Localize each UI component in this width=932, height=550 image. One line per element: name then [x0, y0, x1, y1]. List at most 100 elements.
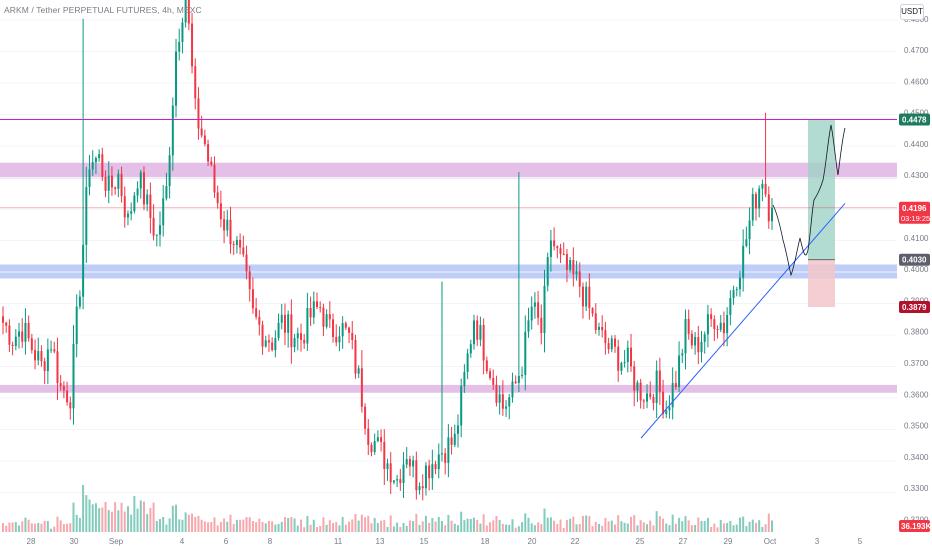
candle-body — [521, 374, 524, 376]
candle-body — [207, 144, 210, 162]
candle-body — [540, 317, 543, 334]
candle-body — [117, 173, 120, 189]
candle-body — [466, 353, 469, 372]
volume-bar — [226, 521, 229, 532]
volume-bar — [94, 503, 97, 532]
volume-bar — [159, 518, 162, 532]
candle-body — [732, 290, 735, 299]
price-tick-label: 0.3600 — [904, 390, 929, 399]
volume-bar — [690, 525, 693, 532]
volume-bar — [376, 523, 379, 532]
candle-body — [726, 314, 729, 334]
candle-body — [418, 486, 421, 491]
candle-body — [649, 393, 652, 397]
volume-bar — [758, 520, 761, 532]
candle-body — [85, 187, 88, 245]
volume-bar — [242, 519, 245, 532]
candle-body — [18, 331, 21, 337]
candle-body — [376, 437, 379, 442]
candle-body — [123, 196, 126, 218]
price-tick-label: 0.3800 — [904, 328, 929, 337]
volume-bar — [463, 520, 466, 532]
candle-body — [710, 314, 713, 320]
candle-body — [386, 463, 389, 470]
candle-body — [581, 286, 584, 307]
candle-body — [11, 344, 14, 346]
volume-bar — [364, 517, 367, 532]
volume-bar — [604, 517, 607, 532]
volume-bar — [152, 502, 155, 532]
candle-body — [684, 318, 687, 354]
entry-tag-bg — [899, 253, 930, 266]
candle-body — [617, 346, 620, 371]
volume-bar — [636, 525, 639, 532]
time-tick-label: 27 — [679, 537, 688, 546]
candle-body — [530, 306, 533, 321]
volume-bar — [473, 517, 476, 532]
volume-bar — [652, 525, 655, 532]
currency-button[interactable]: USDT — [900, 4, 924, 20]
volume-bar — [101, 507, 104, 532]
candle-body — [290, 314, 293, 348]
volume-bar — [575, 524, 578, 532]
candle-body — [341, 323, 344, 337]
volume-bar — [341, 516, 344, 532]
volume-bar — [338, 525, 341, 532]
candle-body — [280, 314, 283, 323]
volume-bar — [633, 515, 636, 532]
volume-bar — [578, 523, 581, 532]
candle-body — [27, 322, 30, 339]
volume-bar — [171, 505, 174, 532]
volume-bar — [565, 520, 568, 532]
candle-body — [434, 464, 437, 470]
candle-body — [316, 301, 319, 308]
volume-bar — [428, 522, 431, 532]
price-tick-label: 0.3200 — [904, 515, 929, 524]
candle-body — [248, 271, 251, 290]
candle-body — [139, 172, 142, 189]
volume-bar — [162, 516, 165, 532]
lines-layer — [0, 119, 897, 439]
stop-tag-text: 0.3879 — [902, 303, 927, 312]
stop-box — [808, 259, 835, 307]
candle-body — [517, 375, 520, 383]
volume-bar — [59, 520, 62, 532]
stop-tag-bg — [899, 300, 930, 313]
volume-bar — [239, 519, 242, 532]
volume-bar — [748, 521, 751, 532]
price-tick-label: 0.4700 — [904, 46, 929, 55]
volume-bar — [729, 520, 732, 532]
candle-body — [293, 338, 296, 348]
time-tick-label: 6 — [224, 537, 229, 546]
volume-bar — [30, 523, 33, 532]
candle-body — [591, 308, 594, 314]
volume-bar — [710, 526, 713, 532]
last-price-tag-countdown: 03:19:25 — [901, 214, 930, 223]
volume-bar — [719, 520, 722, 532]
candle-body — [424, 465, 427, 489]
volume-bar — [117, 510, 120, 532]
candle-body — [674, 383, 677, 388]
candle-body — [213, 164, 216, 193]
volume-bar — [617, 515, 620, 532]
volume-bar — [245, 517, 248, 532]
volume-bar — [646, 524, 649, 532]
candle-body — [53, 349, 56, 352]
candle-body — [476, 320, 479, 340]
time-tick-label: Sep — [109, 537, 124, 546]
volume-bar — [665, 523, 668, 532]
volume-bar — [742, 516, 745, 532]
price-tick-label: 0.3300 — [904, 484, 929, 493]
volume-bar — [344, 524, 347, 532]
volume-bar — [610, 520, 613, 532]
candle-body — [415, 460, 418, 491]
volume-bar — [482, 514, 485, 532]
candle-body — [713, 319, 716, 330]
candle-body — [344, 323, 347, 328]
volume-bar — [107, 510, 110, 532]
volume-bar — [110, 511, 113, 532]
candle-body — [646, 393, 649, 402]
volume-bar — [149, 507, 152, 532]
